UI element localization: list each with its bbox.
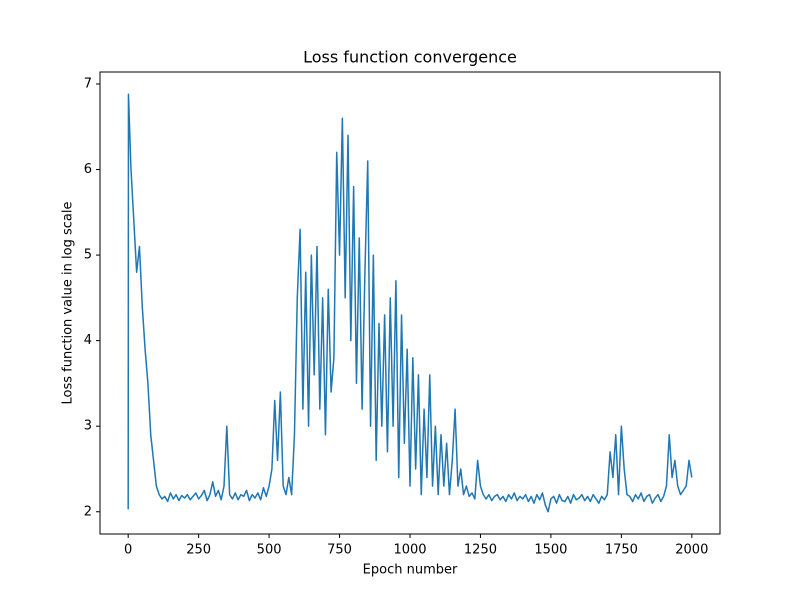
plot-frame: [99, 71, 721, 535]
x-tick-label: 0: [124, 543, 132, 558]
x-axis-label: Epoch number: [363, 563, 458, 578]
x-tick-label: 750: [327, 543, 352, 558]
x-tick-label: 1000: [393, 543, 426, 558]
y-tick-label: 6: [84, 162, 92, 177]
y-axis-label: Loss function value in log scale: [61, 202, 76, 405]
y-tick-label: 7: [84, 76, 92, 91]
x-tick-label: 2000: [675, 543, 708, 558]
loss-line: [127, 93, 693, 513]
x-tick-label: 1250: [464, 543, 497, 558]
chart-title: Loss function convergence: [303, 48, 517, 67]
x-tick-label: 250: [186, 543, 211, 558]
y-tick-label: 5: [84, 248, 92, 263]
y-tick-label: 2: [84, 504, 92, 519]
x-tick-label: 1750: [605, 543, 638, 558]
x-tick-label: 1500: [534, 543, 567, 558]
x-tick-label: 500: [257, 543, 282, 558]
y-tick-label: 4: [84, 333, 92, 348]
y-tick-label: 3: [84, 419, 92, 434]
